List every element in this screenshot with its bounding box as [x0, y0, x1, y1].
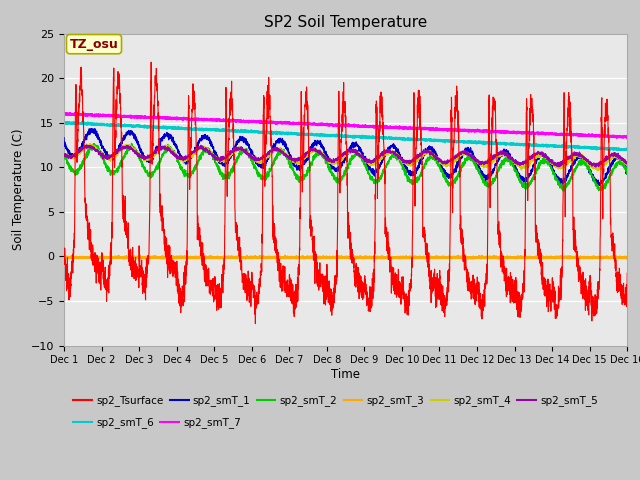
- sp2_smT_7: [570, 132, 578, 138]
- Text: TZ_osu: TZ_osu: [70, 37, 118, 51]
- sp2_smT_6: [570, 144, 578, 150]
- Line: sp2_smT_4: sp2_smT_4: [64, 144, 627, 171]
- sp2_smT_4: [570, 153, 578, 159]
- sp2_smT_6: [623, 146, 631, 152]
- sp2_smT_2: [401, 171, 408, 177]
- Line: sp2_smT_2: sp2_smT_2: [64, 144, 627, 191]
- sp2_smT_5: [181, 155, 189, 161]
- sp2_smT_1: [570, 159, 578, 165]
- sp2_smT_7: [218, 118, 225, 123]
- sp2_Tsurface: [623, 296, 631, 301]
- sp2_smT_7: [613, 135, 621, 141]
- sp2_smT_7: [181, 116, 189, 122]
- sp2_smT_4: [181, 157, 189, 163]
- sp2_smT_5: [570, 153, 578, 158]
- Line: sp2_smT_5: sp2_smT_5: [64, 145, 627, 167]
- sp2_smT_2: [411, 180, 419, 185]
- sp2_smT_2: [570, 167, 578, 172]
- sp2_smT_5: [83, 142, 90, 148]
- sp2_Tsurface: [401, 301, 409, 307]
- sp2_smT_5: [623, 160, 631, 166]
- sp2_smT_3: [424, 256, 431, 262]
- sp2_Tsurface: [252, 321, 259, 326]
- sp2_smT_6: [618, 147, 626, 153]
- sp2_smT_5: [401, 160, 408, 166]
- Line: sp2_smT_6: sp2_smT_6: [64, 122, 627, 150]
- sp2_smT_2: [559, 188, 567, 194]
- sp2_smT_4: [411, 159, 419, 165]
- sp2_smT_4: [623, 162, 631, 168]
- sp2_smT_4: [218, 156, 225, 162]
- sp2_smT_6: [181, 126, 189, 132]
- sp2_smT_1: [218, 160, 225, 166]
- sp2_smT_5: [218, 156, 225, 162]
- sp2_smT_7: [60, 111, 68, 117]
- sp2_smT_3: [218, 254, 225, 260]
- sp2_smT_2: [218, 170, 225, 176]
- sp2_smT_3: [411, 255, 419, 261]
- sp2_smT_7: [401, 125, 408, 131]
- sp2_smT_1: [181, 160, 189, 166]
- sp2_smT_1: [88, 126, 95, 132]
- sp2_smT_2: [623, 169, 631, 175]
- sp2_smT_3: [623, 254, 631, 260]
- sp2_smT_4: [60, 151, 68, 156]
- sp2_smT_1: [401, 164, 408, 169]
- sp2_smT_2: [623, 168, 631, 174]
- sp2_smT_3: [60, 255, 68, 261]
- Line: sp2_smT_1: sp2_smT_1: [64, 129, 627, 185]
- sp2_smT_3: [181, 255, 189, 261]
- sp2_Tsurface: [147, 59, 155, 65]
- sp2_smT_5: [60, 153, 68, 158]
- Line: sp2_smT_3: sp2_smT_3: [64, 256, 627, 259]
- sp2_smT_2: [128, 141, 136, 146]
- sp2_smT_6: [60, 120, 68, 125]
- sp2_smT_4: [623, 162, 631, 168]
- sp2_smT_7: [623, 134, 631, 140]
- sp2_smT_1: [60, 135, 68, 141]
- sp2_smT_3: [281, 253, 289, 259]
- sp2_smT_5: [623, 161, 631, 167]
- sp2_smT_1: [623, 169, 631, 175]
- Legend: sp2_smT_6, sp2_smT_7: sp2_smT_6, sp2_smT_7: [69, 413, 245, 432]
- sp2_Tsurface: [411, 146, 419, 152]
- sp2_smT_6: [218, 127, 225, 132]
- X-axis label: Time: Time: [331, 368, 360, 381]
- sp2_Tsurface: [181, 263, 189, 269]
- sp2_smT_5: [591, 164, 599, 170]
- sp2_Tsurface: [570, 236, 578, 241]
- sp2_smT_6: [623, 146, 631, 152]
- sp2_Tsurface: [623, 270, 631, 276]
- sp2_smT_4: [595, 168, 602, 174]
- Y-axis label: Soil Temperature (C): Soil Temperature (C): [12, 129, 26, 251]
- sp2_Tsurface: [218, 286, 225, 291]
- sp2_smT_5: [411, 156, 419, 162]
- sp2_smT_1: [411, 171, 419, 177]
- sp2_smT_6: [401, 137, 408, 143]
- sp2_smT_6: [411, 136, 419, 142]
- Line: sp2_Tsurface: sp2_Tsurface: [64, 62, 627, 324]
- sp2_smT_4: [86, 141, 94, 147]
- sp2_smT_7: [411, 125, 419, 131]
- sp2_smT_3: [570, 254, 578, 260]
- sp2_smT_1: [596, 182, 604, 188]
- Title: SP2 Soil Temperature: SP2 Soil Temperature: [264, 15, 428, 30]
- Line: sp2_smT_7: sp2_smT_7: [64, 113, 627, 138]
- sp2_smT_2: [60, 151, 68, 157]
- sp2_smT_6: [78, 119, 86, 125]
- sp2_Tsurface: [60, 255, 68, 261]
- sp2_smT_4: [401, 161, 408, 167]
- sp2_smT_1: [623, 171, 631, 177]
- sp2_smT_2: [181, 170, 189, 176]
- sp2_smT_7: [63, 110, 70, 116]
- sp2_smT_3: [623, 254, 631, 260]
- sp2_smT_3: [401, 256, 408, 262]
- sp2_smT_7: [623, 134, 631, 140]
